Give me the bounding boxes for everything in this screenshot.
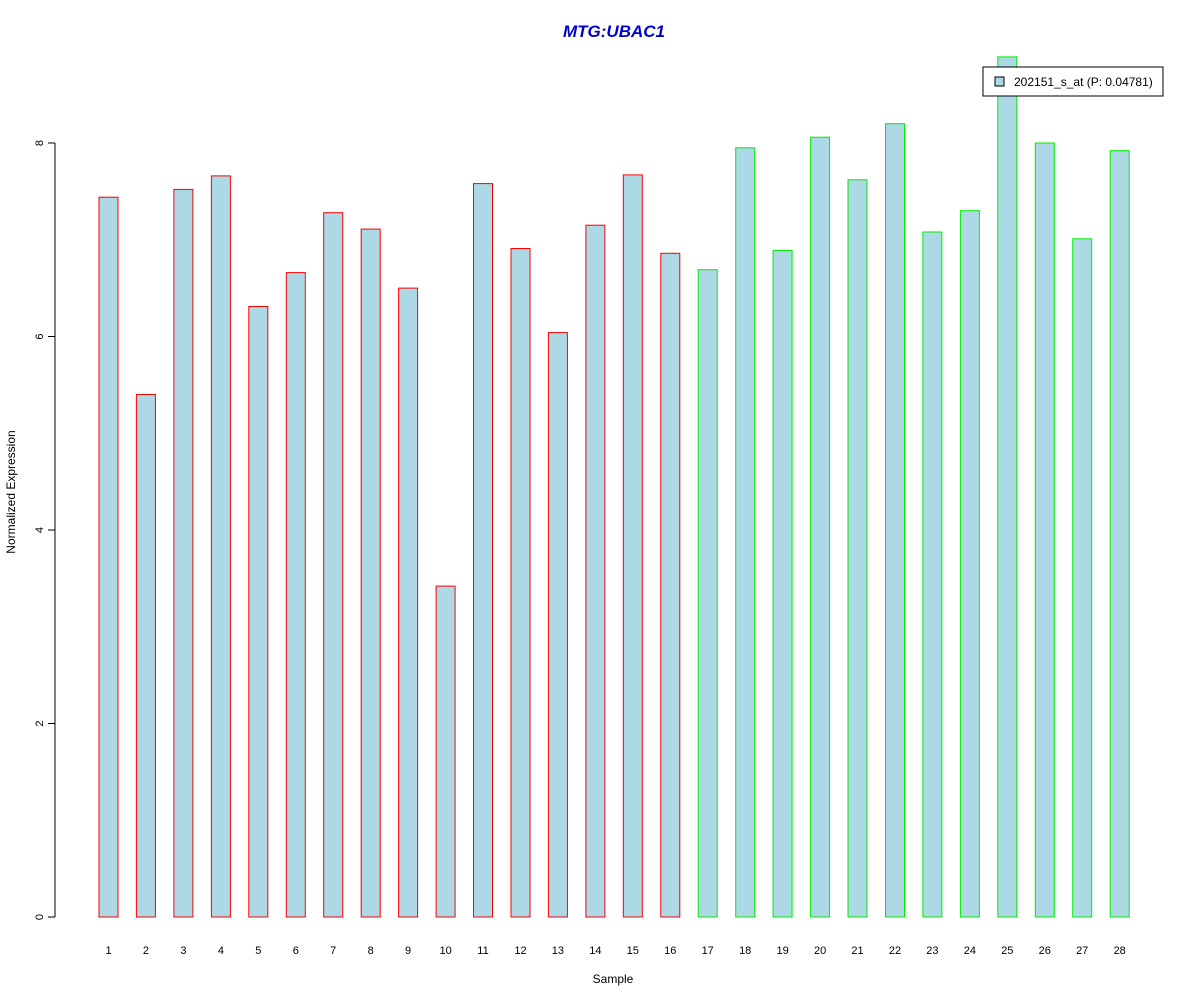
bar-sample-1 — [98, 196, 119, 918]
x-tick-label: 28 — [1114, 945, 1126, 957]
x-tick-label: 24 — [964, 945, 976, 957]
bar-sample-15 — [622, 174, 643, 918]
x-tick-label: 27 — [1076, 945, 1088, 957]
x-tick-label: 12 — [514, 945, 526, 957]
bar-sample-22 — [885, 123, 905, 918]
x-tick-label: 21 — [851, 945, 863, 957]
x-tick-label: 14 — [589, 945, 601, 957]
x-tick-label: 15 — [627, 945, 639, 957]
bar-sample-16 — [660, 252, 681, 918]
x-tick-label: 20 — [814, 945, 826, 957]
bar-sample-5 — [248, 306, 269, 918]
bar-sample-24 — [959, 210, 980, 918]
bar-sample-13 — [547, 332, 568, 918]
x-tick-label: 19 — [776, 945, 788, 957]
y-axis-label: Normalized Expression — [4, 430, 18, 553]
bar-sample-2 — [135, 394, 156, 918]
bar-sample-26 — [1034, 142, 1055, 918]
x-tick-label: 9 — [405, 945, 411, 957]
y-tick-label: 6 — [34, 333, 46, 339]
x-tick-label: 25 — [1001, 945, 1013, 957]
legend-entry: 202151_s_at (P: 0.04781) — [1014, 75, 1153, 89]
y-tick-label: 2 — [34, 720, 46, 726]
x-axis-label: Sample — [593, 972, 634, 986]
x-tick-label: 7 — [330, 945, 336, 957]
x-tick-label: 22 — [889, 945, 901, 957]
y-tick-label: 0 — [34, 914, 46, 920]
legend: 202151_s_at (P: 0.04781) — [982, 66, 1164, 97]
y-axis: 0 2 4 6 8 — [34, 140, 56, 920]
x-tick-label: 10 — [439, 945, 451, 957]
bar-sample-7 — [323, 212, 344, 918]
bar-sample-21 — [847, 179, 868, 918]
bar-sample-28 — [1109, 150, 1130, 918]
x-tick-label: 11 — [477, 945, 488, 957]
x-tick-label: 3 — [180, 945, 186, 957]
x-tick-label: 16 — [664, 945, 676, 957]
bar-sample-6 — [285, 272, 306, 918]
bar-sample-23 — [922, 231, 943, 918]
y-tick-label: 8 — [34, 140, 46, 146]
bar-sample-18 — [735, 147, 756, 918]
chart-title: MTG:UBAC1 — [563, 22, 665, 41]
bar-sample-8 — [360, 228, 381, 918]
bars-layer — [98, 56, 1130, 918]
bar-sample-10 — [435, 585, 456, 918]
x-tick-label: 13 — [552, 945, 564, 957]
bar-sample-25 — [997, 56, 1018, 918]
bar-sample-20 — [810, 136, 831, 918]
x-tick-labels: 1 2 3 4 5 6 7 8 9 10 11 12 13 14 15 16 17 18 19 20 21 22 23 24 2… — [105, 945, 1125, 957]
x-tick-label: 23 — [926, 945, 938, 957]
x-tick-label: 26 — [1039, 945, 1051, 957]
x-tick-label: 18 — [739, 945, 751, 957]
x-tick-label: 2 — [143, 945, 149, 957]
y-tick-label: 4 — [34, 527, 46, 533]
bar-sample-17 — [697, 269, 718, 918]
bar-sample-14 — [585, 224, 606, 918]
x-tick-label: 1 — [105, 945, 111, 957]
x-tick-label: 4 — [218, 945, 224, 957]
bar-sample-11 — [473, 183, 493, 918]
x-tick-label: 8 — [368, 945, 374, 957]
bar-sample-4 — [210, 175, 231, 918]
x-tick-label: 6 — [293, 945, 299, 957]
bar-sample-3 — [173, 188, 194, 918]
legend-box — [982, 66, 1164, 97]
legend-swatch — [994, 76, 1005, 87]
x-tick-label: 17 — [702, 945, 714, 957]
bar-sample-27 — [1072, 238, 1093, 918]
x-tick-label: 5 — [255, 945, 261, 957]
bar-sample-9 — [398, 287, 419, 918]
bar-sample-12 — [510, 248, 531, 918]
bar-sample-19 — [772, 249, 793, 918]
